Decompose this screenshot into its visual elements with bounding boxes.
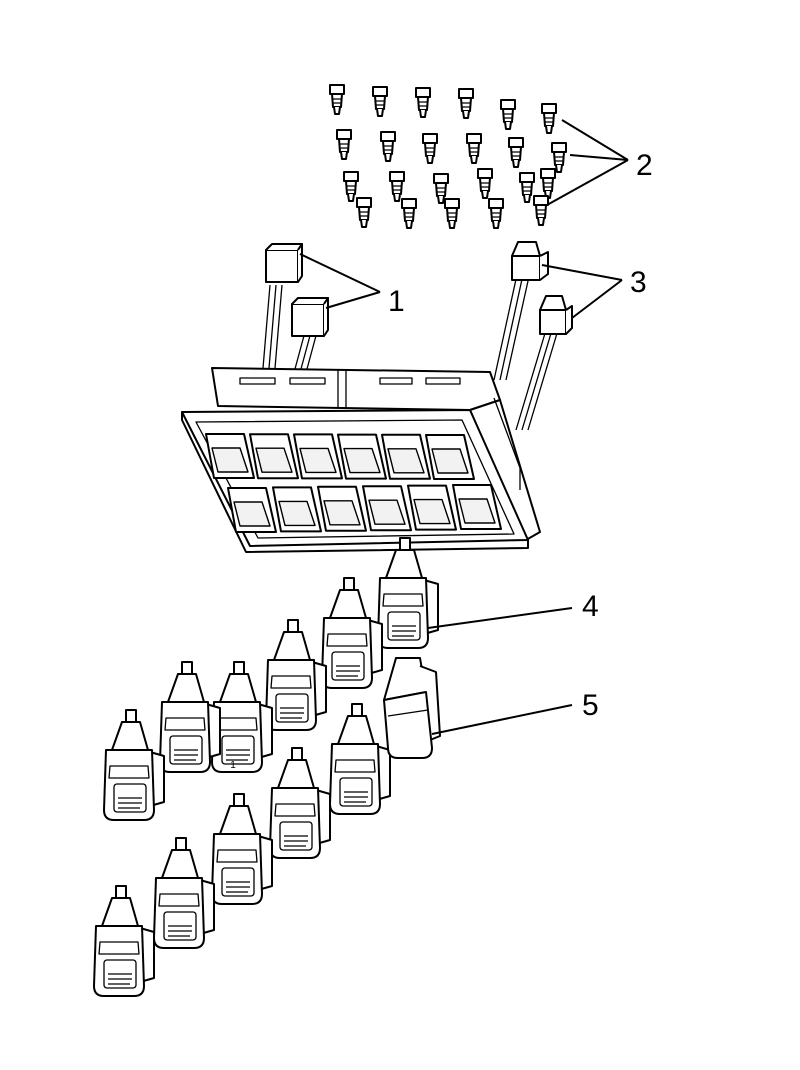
panel-cell (205, 433, 255, 479)
panel-cell (293, 433, 343, 480)
panel-cell-grid (205, 433, 502, 533)
switch-panel-housing (181, 367, 541, 553)
switch-module (103, 709, 165, 821)
switch-module (159, 661, 221, 773)
callout-2: 2 (636, 149, 653, 182)
switch-module (265, 619, 327, 731)
panel-cell (317, 485, 367, 532)
panel-cell (272, 486, 322, 533)
fastener-pins (329, 84, 567, 229)
switch-module (153, 837, 215, 949)
leader-lines (299, 119, 629, 735)
panel-cell (337, 433, 387, 480)
switch-modules (93, 537, 439, 997)
callout-1: 1 (388, 285, 405, 318)
switch-module (321, 577, 383, 689)
blank-cover (383, 657, 441, 759)
harness-left (261, 243, 329, 381)
switch-module (211, 793, 273, 905)
panel-cell (362, 485, 412, 532)
switch-key-label: 1 (230, 760, 236, 771)
callout-5: 5 (582, 689, 599, 722)
switch-module (93, 885, 155, 997)
callout-3: 3 (630, 266, 647, 299)
callout-labels: 1 2 3 4 5 (388, 149, 653, 722)
panel-cell (249, 433, 299, 480)
switch-module (377, 537, 439, 649)
callout-4: 4 (582, 590, 599, 623)
panel-cell (452, 484, 502, 530)
panel-cell (227, 487, 277, 533)
harness-right (493, 241, 573, 431)
switch-module (269, 747, 331, 859)
switch-module (329, 703, 391, 815)
panel-cell (407, 484, 457, 531)
panel-cell (425, 434, 475, 480)
panel-cell (381, 433, 431, 480)
